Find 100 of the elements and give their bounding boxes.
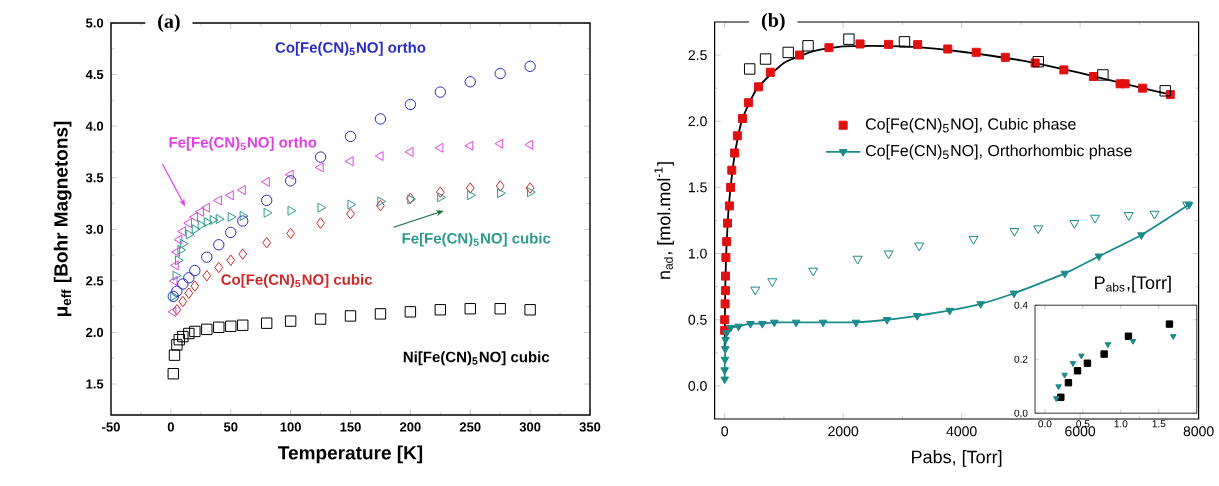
y-tick-label: 0.2 [1014,355,1028,363]
point [263,207,273,218]
point [183,218,192,229]
series-label: Fe[Fe(CN)$_{5}$NO] ortho [169,136,317,151]
point [225,190,234,201]
point [1069,220,1080,229]
point [1088,72,1098,82]
x-tick-label: 1.0 [1114,420,1128,428]
point [226,254,236,266]
point [189,211,198,222]
point [913,40,923,50]
point [215,213,225,224]
y-tick-label: 2.5 [86,276,104,286]
point [404,146,414,157]
chart-title: (a) [158,13,180,33]
point [1169,334,1177,340]
point [191,224,201,235]
point [720,376,729,385]
point [437,192,447,203]
point [1078,353,1085,360]
x-tick-label: 150 [340,422,361,432]
point [1083,359,1092,367]
point [1061,372,1068,379]
point [171,339,183,351]
y-tick-label: 4.5 [85,70,104,80]
legend-label: Co[Fe(CN)$_{5}$NO], Cubic phase [865,117,1076,133]
point [434,86,447,98]
point [795,50,804,60]
point [726,324,735,333]
point [494,67,506,80]
point [525,182,535,194]
point [727,165,737,175]
point [495,180,505,192]
point [464,76,476,88]
point [943,44,953,54]
point [1120,79,1130,89]
point [178,295,188,308]
x-tick-label: 200 [399,422,421,432]
x-tick-label: 100 [280,422,301,432]
point [214,261,224,274]
point [238,248,248,260]
point [1138,83,1148,93]
point [1100,350,1108,358]
point [734,323,743,332]
point [260,317,273,329]
y-tick-label: 0.5 [688,314,707,325]
y-tick-label: 1.0 [688,248,707,259]
point [179,238,189,249]
point [721,336,730,345]
y-tick-label: 2.5 [688,50,707,61]
point [524,60,536,73]
point [467,190,476,201]
y-axis-title: n$_{ad}$, [mol.mol$^{-1}$] [654,162,674,279]
point [1129,339,1137,345]
point [818,319,828,328]
point [284,315,297,327]
point [195,206,204,217]
point [374,308,387,320]
point [1159,85,1171,97]
point [1137,232,1146,240]
point [262,237,272,249]
point [782,46,794,59]
point [374,113,387,125]
point [524,139,534,150]
point [316,217,325,229]
point [914,242,925,252]
point [197,220,207,231]
point [404,306,417,318]
point [317,202,327,213]
point [720,315,730,325]
point [753,82,763,92]
point [168,349,181,361]
point [720,367,729,375]
point [213,239,225,251]
point [1033,225,1044,235]
point [189,264,201,277]
point [726,182,736,192]
point [743,98,753,108]
point [1073,367,1082,375]
point [851,319,861,328]
point [404,98,417,111]
point [213,321,225,333]
point [720,299,730,309]
y-tick-label: 0.0 [688,380,707,391]
point [177,244,187,255]
y-tick-label: 2.0 [688,116,707,127]
point [1064,378,1073,387]
point [1097,69,1109,81]
x-tick-label: 350 [579,422,601,432]
point [213,195,222,206]
point [883,250,894,260]
annotation: P$_{abs}$,[Torr] [1095,275,1171,293]
point [1149,210,1160,220]
x-tick-label: 0.0 [1038,420,1052,428]
y-tick-label: 5.0 [85,18,104,28]
point [843,33,855,45]
x-tick-label: 0 [721,426,729,437]
point [968,235,979,245]
y-tick-label: 0.4 [1014,301,1028,309]
point [171,285,183,297]
